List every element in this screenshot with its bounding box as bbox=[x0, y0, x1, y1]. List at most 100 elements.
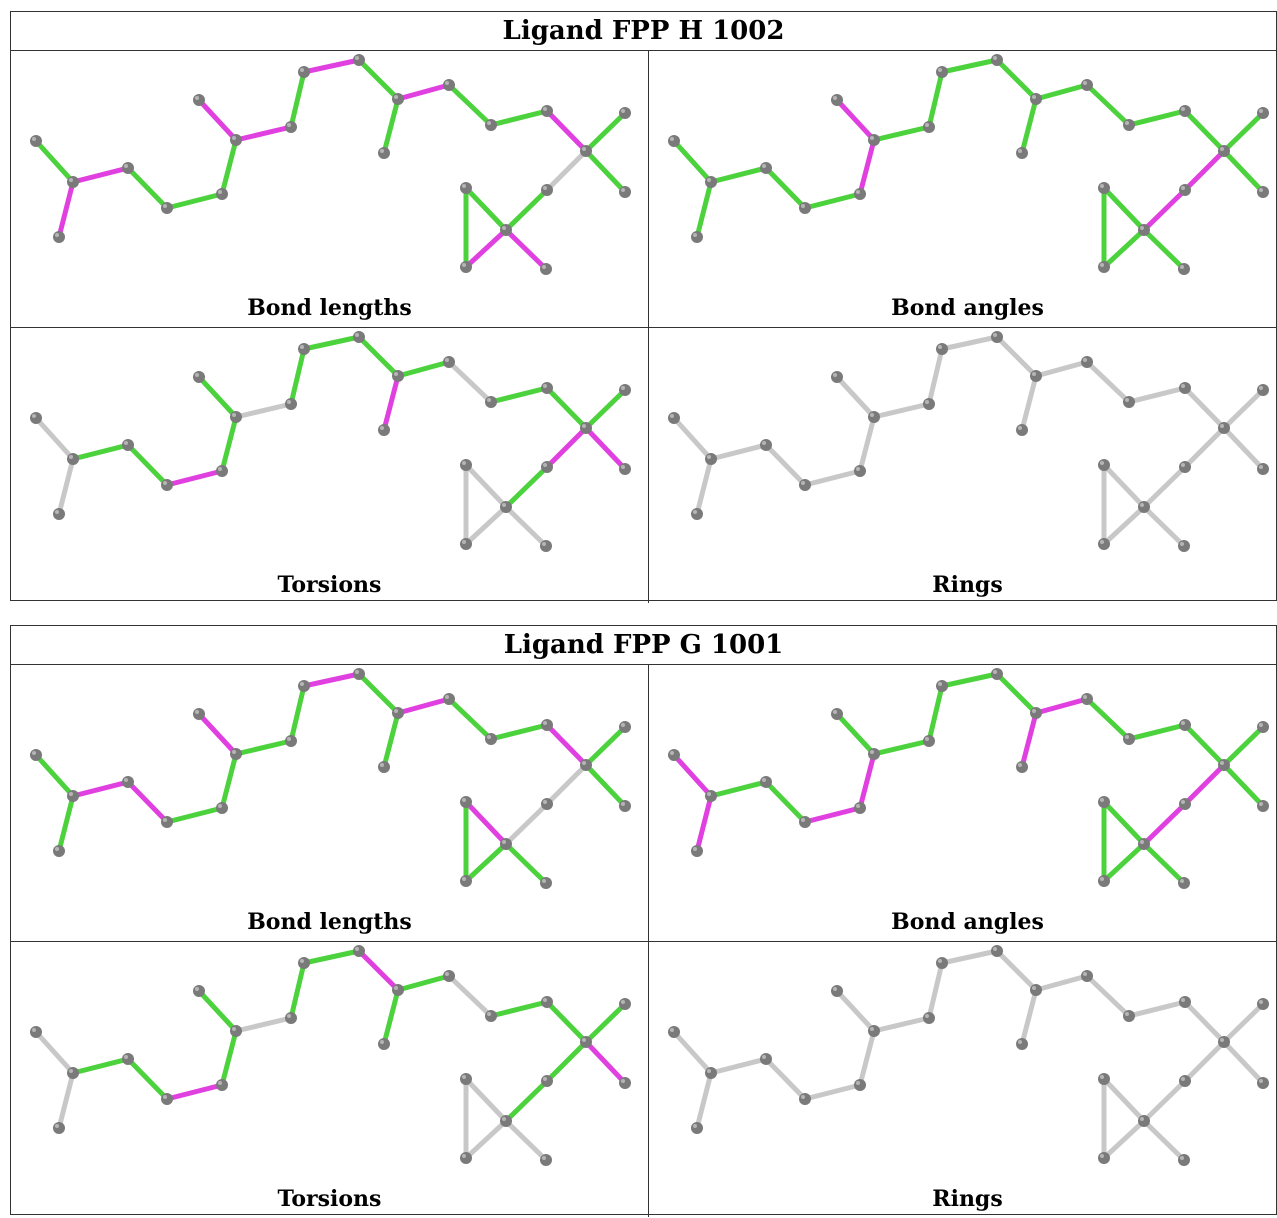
atom-1 bbox=[67, 1067, 79, 1079]
bond-7 bbox=[233, 1015, 294, 1034]
bond-9 bbox=[939, 57, 1000, 75]
atom-1 bbox=[705, 1067, 717, 1079]
atom-highlight-1 bbox=[707, 792, 711, 796]
atom-highlight-8 bbox=[925, 1014, 929, 1018]
atom-highlight-20 bbox=[502, 503, 506, 507]
atom-highlight-18 bbox=[1259, 802, 1263, 806]
atom-highlight-16 bbox=[582, 147, 586, 151]
bond-11 bbox=[1019, 96, 1039, 156]
atom-16 bbox=[580, 759, 592, 771]
atom-highlight-17 bbox=[621, 723, 625, 727]
bond-4 bbox=[802, 468, 863, 488]
atom-18 bbox=[1257, 800, 1269, 812]
bond-14 bbox=[1126, 999, 1188, 1019]
atom-highlight-0 bbox=[32, 751, 36, 755]
atom-18 bbox=[619, 186, 631, 198]
bond-12 bbox=[395, 973, 452, 993]
bond-2 bbox=[708, 442, 769, 462]
atom-18 bbox=[1257, 1077, 1269, 1089]
atom-2 bbox=[691, 508, 703, 520]
bond-17 bbox=[1221, 762, 1266, 809]
bond-19 bbox=[503, 801, 550, 847]
atom-15 bbox=[541, 996, 553, 1008]
bond-17 bbox=[1221, 425, 1266, 472]
panel-bond-lengths: Bond lengths bbox=[11, 665, 648, 941]
panel-caption: Rings bbox=[932, 572, 1003, 598]
atom-3 bbox=[122, 776, 134, 788]
atom-23 bbox=[1178, 540, 1190, 552]
atom-0 bbox=[668, 1026, 680, 1038]
atom-highlight-23 bbox=[542, 879, 546, 883]
atom-highlight-11 bbox=[1032, 372, 1036, 376]
bond-11 bbox=[381, 373, 401, 433]
panel-caption: Torsions bbox=[277, 572, 382, 598]
bond-12 bbox=[395, 359, 452, 379]
atom-10 bbox=[991, 945, 1003, 957]
bond-14 bbox=[1126, 108, 1188, 128]
bond-7 bbox=[871, 1015, 932, 1034]
atom-highlight-8 bbox=[925, 737, 929, 741]
atom-highlight-8 bbox=[287, 400, 291, 404]
atom-highlight-1 bbox=[707, 178, 711, 182]
atom-0 bbox=[30, 749, 42, 761]
atom-highlight-22 bbox=[1100, 263, 1104, 267]
atom-6 bbox=[868, 1025, 880, 1037]
bond-18 bbox=[1182, 1039, 1227, 1084]
bond-7 bbox=[233, 401, 294, 420]
bond-10 bbox=[994, 57, 1039, 102]
atom-highlight-18 bbox=[1259, 1079, 1263, 1083]
bond-2 bbox=[708, 1056, 769, 1076]
atom-highlight-16 bbox=[582, 761, 586, 765]
atom-12 bbox=[1016, 424, 1028, 436]
atom-highlight-17 bbox=[1259, 723, 1263, 727]
bond-6 bbox=[196, 988, 239, 1034]
atom-highlight-17 bbox=[621, 109, 625, 113]
molecule-diagram bbox=[668, 54, 1269, 275]
atom-highlight-12 bbox=[380, 1040, 384, 1044]
atom-7 bbox=[831, 985, 843, 997]
atom-11 bbox=[392, 93, 404, 105]
atom-5 bbox=[854, 465, 866, 477]
atom-0 bbox=[668, 412, 680, 424]
atom-22 bbox=[460, 1152, 472, 1164]
atom-highlight-14 bbox=[487, 735, 491, 739]
bond-2 bbox=[70, 1056, 131, 1076]
bond-13 bbox=[1084, 82, 1132, 128]
atom-8 bbox=[285, 1012, 297, 1024]
atom-highlight-11 bbox=[1032, 986, 1036, 990]
atom-highlight-13 bbox=[1083, 972, 1087, 976]
atom-6 bbox=[230, 1025, 242, 1037]
atom-highlight-18 bbox=[621, 465, 625, 469]
atom-highlight-1 bbox=[69, 455, 73, 459]
atom-16 bbox=[1218, 145, 1230, 157]
atom-22 bbox=[1098, 1152, 1110, 1164]
atom-0 bbox=[30, 412, 42, 424]
bond-10 bbox=[356, 671, 401, 716]
atom-14 bbox=[485, 396, 497, 408]
atom-15 bbox=[541, 719, 553, 731]
bond-14 bbox=[488, 722, 550, 742]
atom-highlight-6 bbox=[870, 1027, 874, 1031]
atom-highlight-6 bbox=[232, 136, 236, 140]
bond-12 bbox=[1033, 82, 1090, 102]
atom-21 bbox=[1098, 182, 1110, 194]
bond-17 bbox=[583, 1039, 628, 1086]
atom-highlight-13 bbox=[445, 358, 449, 362]
bond-19 bbox=[1141, 801, 1188, 847]
atom-6 bbox=[230, 411, 242, 423]
bond-20 bbox=[1101, 185, 1147, 233]
bond-11 bbox=[1019, 373, 1039, 433]
bond-3 bbox=[763, 165, 808, 211]
atom-highlight-11 bbox=[1032, 709, 1036, 713]
atom-13 bbox=[1081, 693, 1093, 705]
bond-5 bbox=[219, 1028, 239, 1088]
atom-highlight-4 bbox=[163, 481, 167, 485]
atom-17 bbox=[1257, 998, 1269, 1010]
bond-15 bbox=[544, 722, 589, 768]
atom-14 bbox=[1123, 119, 1135, 131]
atom-22 bbox=[460, 261, 472, 273]
atom-23 bbox=[1178, 877, 1190, 889]
bond-3 bbox=[125, 779, 170, 825]
atom-5 bbox=[216, 465, 228, 477]
atom-11 bbox=[392, 370, 404, 382]
